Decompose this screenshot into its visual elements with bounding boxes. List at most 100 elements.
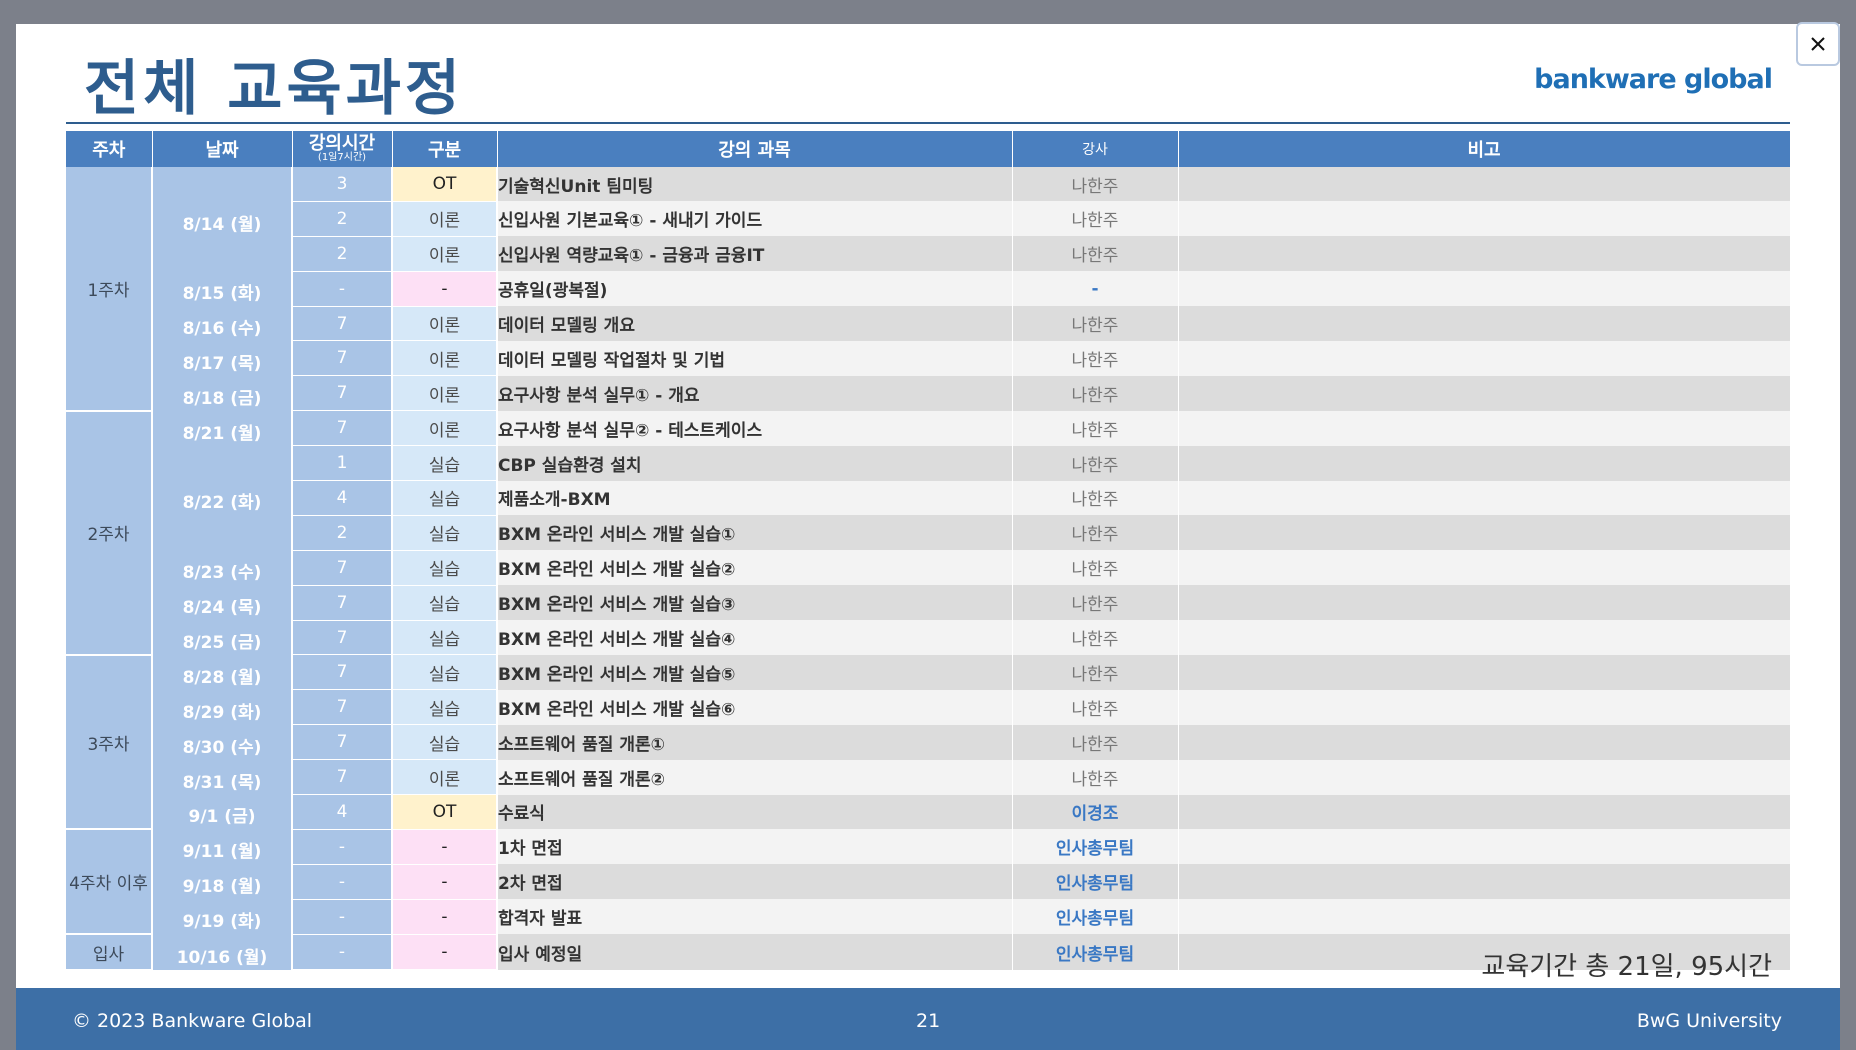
hours-cell: - bbox=[292, 934, 393, 971]
date-label: 8/29 (화) bbox=[182, 702, 262, 723]
instructor-cell: 나한주 bbox=[1012, 724, 1179, 760]
hours-cell: 7 bbox=[292, 620, 393, 656]
note-cell bbox=[1178, 759, 1790, 795]
category-cell: 이론 bbox=[392, 375, 498, 412]
category-cell: 이론 bbox=[392, 201, 498, 237]
table-row: 8/16 (수) 7 이론 데이터 모델링 개요 나한주 bbox=[66, 306, 1790, 342]
category-cell: 실습 bbox=[392, 654, 498, 691]
table-row: 4주차 이후 9/11 (월) - - 1차 면접 인사총무팀 bbox=[66, 829, 1790, 936]
category-cell: 실습 bbox=[392, 550, 498, 586]
instructor-cell: 나한주 bbox=[1012, 167, 1179, 202]
instructor-cell: 나한주 bbox=[1012, 654, 1179, 690]
category-cell: 실습 bbox=[392, 620, 498, 656]
category-cell: 이론 bbox=[392, 236, 498, 272]
hours-cell: 7 bbox=[292, 724, 393, 761]
subject-cell: 요구사항 분석 실무① - 개요 bbox=[497, 375, 1013, 411]
category-cell: 이론 bbox=[392, 759, 498, 796]
note-cell bbox=[1178, 340, 1790, 376]
category-cell: - bbox=[392, 271, 498, 307]
instructor-cell: 나한주 bbox=[1012, 759, 1179, 795]
table-row: 3주차 8/28 (월) 7 실습 BXM 온라인 서비스 개발 실습⑤ 나한주 bbox=[66, 654, 1790, 831]
date-label: 9/18 (월) bbox=[182, 877, 262, 898]
header-hours-label: 강의시간 bbox=[308, 133, 376, 154]
instructor-cell: 나한주 bbox=[1012, 550, 1179, 586]
header-category: 구분 bbox=[392, 131, 498, 167]
footer-university: BwG University bbox=[1636, 1010, 1782, 1032]
instructor-cell: 나한주 bbox=[1012, 689, 1179, 725]
note-cell bbox=[1178, 550, 1790, 586]
instructor-cell: 나한주 bbox=[1012, 515, 1179, 551]
note-cell bbox=[1178, 167, 1790, 202]
date-label: 8/18 (금) bbox=[182, 388, 262, 409]
note-cell bbox=[1178, 585, 1790, 621]
subject-cell: 기술혁신Unit 팀미팅 bbox=[497, 167, 1013, 202]
category-cell: 실습 bbox=[392, 689, 498, 726]
header-date: 날짜 bbox=[152, 131, 293, 167]
subject-cell: 데이터 모델링 개요 bbox=[497, 306, 1013, 341]
table-row: 2 실습 BXM 온라인 서비스 개발 실습① 나한주 bbox=[66, 515, 1790, 551]
note-cell bbox=[1178, 271, 1790, 307]
date-cell: 8/21 (월) bbox=[152, 410, 293, 446]
subject-cell: 제품소개-BXM bbox=[497, 480, 1013, 516]
bankware-logo: bankware global bbox=[1534, 64, 1773, 95]
week-cell: 3주차 bbox=[66, 654, 153, 831]
hours-cell: 2 bbox=[292, 201, 393, 237]
subject-cell: 2차 면접 bbox=[497, 864, 1013, 900]
table-row: 8/31 (목) 7 이론 소프트웨어 품질 개론② 나한주 bbox=[66, 759, 1790, 796]
close-button[interactable] bbox=[1796, 22, 1840, 66]
table-row: 8/22 (화) 1 실습 CBP 실습환경 설치 나한주 bbox=[66, 445, 1790, 551]
date-cell: 8/18 (금) bbox=[152, 375, 293, 411]
date-label: 8/23 (수) bbox=[182, 563, 262, 584]
table-row: 8/25 (금) 7 실습 BXM 온라인 서비스 개발 실습④ 나한주 bbox=[66, 620, 1790, 656]
instructor-cell: 인사총무팀 bbox=[1012, 899, 1179, 935]
hours-cell: 7 bbox=[292, 550, 393, 586]
title-divider bbox=[66, 122, 1790, 124]
note-cell bbox=[1178, 410, 1790, 446]
note-cell bbox=[1178, 829, 1790, 865]
instructor-cell: 이경조 bbox=[1012, 794, 1179, 830]
note-cell bbox=[1178, 201, 1790, 237]
date-cell: 9/18 (월) bbox=[152, 864, 293, 900]
instructor-cell: 나한주 bbox=[1012, 410, 1179, 446]
subject-cell: BXM 온라인 서비스 개발 실습① bbox=[497, 515, 1013, 551]
table-row: 9/18 (월) - - 2차 면접 인사총무팀 bbox=[66, 864, 1790, 900]
hours-cell: 7 bbox=[292, 340, 393, 377]
subject-cell: 공휴일(광복절) bbox=[497, 271, 1013, 307]
hours-cell: 4 bbox=[292, 794, 393, 830]
date-cell: 10/16 (월) bbox=[152, 934, 293, 970]
header-subject: 강의 과목 bbox=[497, 131, 1013, 167]
instructor-cell: 나한주 bbox=[1012, 340, 1179, 376]
table-row: 8/23 (수) 7 실습 BXM 온라인 서비스 개발 실습② 나한주 bbox=[66, 550, 1790, 586]
hours-cell: - bbox=[292, 899, 393, 935]
header-hours: 강의시간 (1일7시간) bbox=[292, 131, 393, 167]
instructor-cell: 나한주 bbox=[1012, 306, 1179, 341]
note-cell bbox=[1178, 689, 1790, 725]
date-cell: 8/14 (월) bbox=[152, 167, 293, 272]
table-row: 1주차 8/14 (월) 3 OT 기술혁신Unit 팀미팅 나한주 bbox=[66, 167, 1790, 412]
date-label: 10/16 (월) bbox=[176, 947, 268, 968]
note-cell bbox=[1178, 899, 1790, 935]
hours-cell: 7 bbox=[292, 689, 393, 726]
date-label: 8/17 (목) bbox=[182, 353, 262, 374]
page-number: 21 bbox=[916, 1010, 941, 1032]
table-row: 8/29 (화) 7 실습 BXM 온라인 서비스 개발 실습⑥ 나한주 bbox=[66, 689, 1790, 726]
date-cell: 8/23 (수) bbox=[152, 550, 293, 586]
date-cell: 8/29 (화) bbox=[152, 689, 293, 725]
slide: 전체 교육과정 bankware global 주차 날짜 강의시간 (1일7시간… bbox=[16, 24, 1840, 1050]
hours-cell: 7 bbox=[292, 410, 393, 447]
category-cell: - bbox=[392, 899, 498, 935]
subject-cell: 신입사원 기본교육① - 새내기 가이드 bbox=[497, 201, 1013, 237]
category-cell: 이론 bbox=[392, 340, 498, 377]
date-label: 9/1 (금) bbox=[188, 807, 256, 828]
note-cell bbox=[1178, 654, 1790, 690]
subject-cell: 입사 예정일 bbox=[497, 934, 1013, 970]
date-cell: 8/16 (수) bbox=[152, 306, 293, 341]
category-cell: 실습 bbox=[392, 515, 498, 551]
instructor-cell: 인사총무팀 bbox=[1012, 864, 1179, 900]
subject-cell: 1차 면접 bbox=[497, 829, 1013, 865]
table-header-row: 주차 날짜 강의시간 (1일7시간) 구분 강의 과목 강사 비고 bbox=[66, 131, 1791, 167]
subject-cell: BXM 온라인 서비스 개발 실습④ bbox=[497, 620, 1013, 655]
category-cell: OT bbox=[392, 167, 498, 202]
note-cell bbox=[1178, 306, 1790, 341]
category-cell: 실습 bbox=[392, 480, 498, 516]
